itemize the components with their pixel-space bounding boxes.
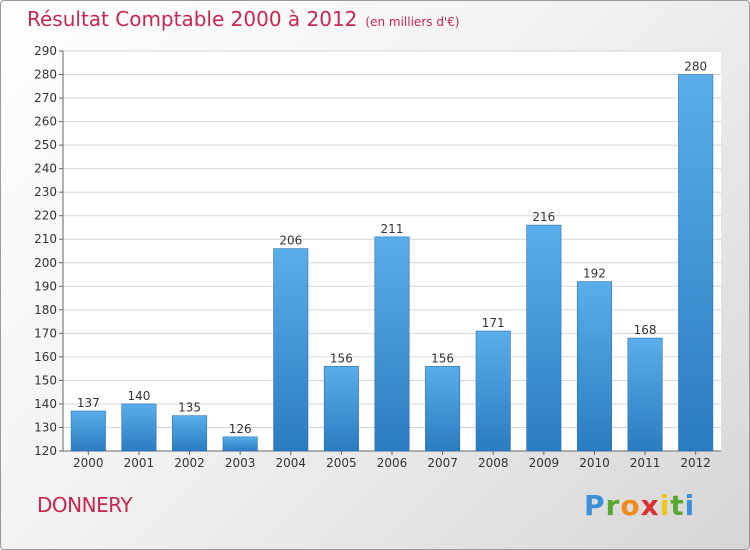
bar-2002 xyxy=(172,415,208,452)
y-tick-label: 250 xyxy=(34,138,57,152)
y-tick-label: 260 xyxy=(34,115,57,129)
y-tick-label: 150 xyxy=(34,373,57,387)
y-tick-label: 120 xyxy=(34,444,57,458)
data-label-2010: 192 xyxy=(583,267,606,281)
x-tick-label-2003: 2003 xyxy=(225,456,256,470)
logo-letter: t xyxy=(670,489,685,522)
y-tick-label: 130 xyxy=(34,420,57,434)
chart-title: Résultat Comptable 2000 à 2012 (en millie… xyxy=(27,7,460,31)
data-label-2009: 216 xyxy=(532,210,555,224)
data-label-2001: 140 xyxy=(127,389,150,403)
bar-2003 xyxy=(222,436,258,452)
y-tick-label: 290 xyxy=(34,44,57,58)
x-tick-label-2005: 2005 xyxy=(326,456,357,470)
x-tick-label-2007: 2007 xyxy=(427,456,458,470)
chart-subtitle: (en milliers d'€) xyxy=(365,15,460,29)
x-tick-label-2010: 2010 xyxy=(579,456,610,470)
data-label-2000: 137 xyxy=(77,396,100,410)
y-tick-label: 220 xyxy=(34,209,57,223)
bar-2009 xyxy=(526,224,562,452)
x-tick-label-2012: 2012 xyxy=(680,456,711,470)
bar-2004 xyxy=(273,248,309,452)
data-label-2007: 156 xyxy=(431,351,454,365)
data-label-2005: 156 xyxy=(330,351,353,365)
x-tick-label-2009: 2009 xyxy=(529,456,560,470)
logo-letter: x xyxy=(640,489,660,522)
data-label-2003: 126 xyxy=(229,422,252,436)
logo-letter: P xyxy=(584,489,606,522)
logo-letter: i xyxy=(684,489,696,522)
commune-name: DONNERY xyxy=(37,493,133,517)
y-tick-label: 160 xyxy=(34,350,57,364)
x-tick-label-2008: 2008 xyxy=(478,456,509,470)
logo-letter: r xyxy=(605,489,621,522)
logo-letter: i xyxy=(659,489,671,522)
y-tick-label: 200 xyxy=(34,256,57,270)
y-tick-label: 230 xyxy=(34,185,57,199)
y-tick-label: 240 xyxy=(34,162,57,176)
y-tick-label: 190 xyxy=(34,279,57,293)
y-tick-label: 170 xyxy=(34,326,57,340)
y-tick-label: 280 xyxy=(34,68,57,82)
chart-title-text: Résultat Comptable 2000 à 2012 xyxy=(27,7,358,31)
data-label-2012: 280 xyxy=(684,60,707,74)
bar-2011 xyxy=(627,337,663,452)
proxiti-logo: Proxiti xyxy=(584,489,695,522)
data-label-2002: 135 xyxy=(178,401,201,415)
bar-2008 xyxy=(475,330,511,452)
bar-2007 xyxy=(425,365,461,452)
logo-letter: o xyxy=(620,489,641,522)
bar-2010 xyxy=(576,281,612,452)
x-tick-label-2011: 2011 xyxy=(630,456,661,470)
x-tick-label-2006: 2006 xyxy=(377,456,408,470)
x-tick-label-2000: 2000 xyxy=(73,456,104,470)
data-label-2006: 211 xyxy=(381,222,404,236)
y-tick-label: 180 xyxy=(34,303,57,317)
x-tick-label-2001: 2001 xyxy=(124,456,155,470)
bar-2000 xyxy=(70,410,106,452)
bar-2001 xyxy=(121,403,157,452)
bar-2006 xyxy=(374,236,410,452)
x-tick-label-2004: 2004 xyxy=(275,456,306,470)
y-tick-label: 140 xyxy=(34,397,57,411)
data-label-2011: 168 xyxy=(634,323,657,337)
y-tick-label: 210 xyxy=(34,232,57,246)
data-label-2004: 206 xyxy=(279,234,302,248)
bar-2005 xyxy=(323,365,359,452)
data-label-2008: 171 xyxy=(482,316,505,330)
bar-2012 xyxy=(678,74,714,452)
x-tick-label-2002: 2002 xyxy=(174,456,205,470)
y-tick-label: 270 xyxy=(34,91,57,105)
